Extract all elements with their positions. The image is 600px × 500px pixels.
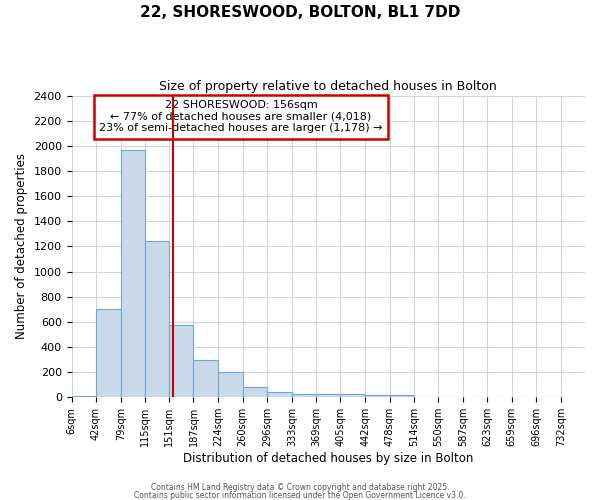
Bar (169, 325, 193, 398)
Bar (414, 396, 438, 398)
Bar (218, 372, 242, 398)
X-axis label: Distribution of detached houses by size in Bolton: Distribution of detached houses by size … (183, 452, 473, 465)
Bar (340, 394, 365, 398)
Text: Contains HM Land Registry data © Crown copyright and database right 2025.: Contains HM Land Registry data © Crown c… (151, 484, 449, 492)
Bar (316, 394, 340, 398)
Bar (96, 310, 121, 398)
Text: Contains public sector information licensed under the Open Government Licence v3: Contains public sector information licen… (134, 490, 466, 500)
Bar (71, 396, 96, 398)
Title: Size of property relative to detached houses in Bolton: Size of property relative to detached ho… (160, 80, 497, 93)
Bar (292, 394, 316, 398)
Text: 22, SHORESWOOD, BOLTON, BL1 7DD: 22, SHORESWOOD, BOLTON, BL1 7DD (140, 5, 460, 20)
Bar (121, 150, 145, 398)
Bar (267, 392, 292, 398)
Bar (365, 396, 389, 398)
Text: 22 SHORESWOOD: 156sqm
← 77% of detached houses are smaller (4,018)
23% of semi-d: 22 SHORESWOOD: 156sqm ← 77% of detached … (99, 100, 383, 134)
Y-axis label: Number of detached properties: Number of detached properties (15, 154, 28, 340)
Bar (389, 396, 414, 398)
Bar (193, 360, 218, 398)
Bar (242, 388, 267, 398)
Bar (145, 242, 169, 398)
